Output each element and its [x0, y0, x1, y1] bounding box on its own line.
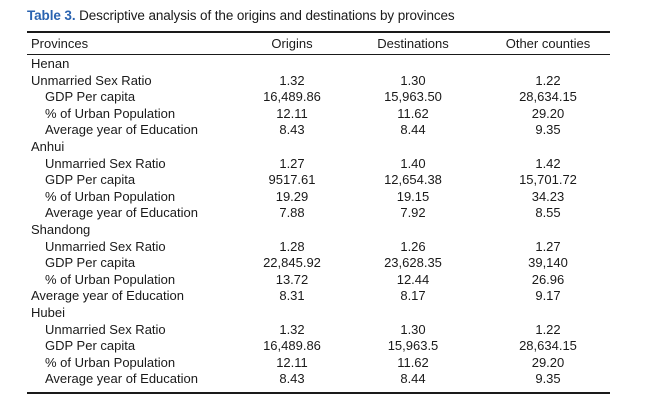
- table-row: % of Urban Population 13.72 12.44 26.96: [27, 272, 610, 289]
- cell-destinations: 8.44: [400, 371, 426, 387]
- cell-destinations: 1.30: [400, 321, 426, 337]
- table-row: Average year of Education 8.43 8.44 9.35: [27, 122, 610, 139]
- top-rule: [27, 31, 610, 33]
- table-row: % of Urban Population 12.11 11.62 29.20: [27, 106, 610, 123]
- cell-destinations: 11.62: [397, 105, 429, 121]
- cell-origins: 12.11: [276, 354, 308, 370]
- cell-other-counties: 28,634.15: [519, 89, 577, 105]
- header-other-counties: Other counties: [505, 36, 591, 51]
- cell-destinations: 19.15: [396, 188, 430, 204]
- cell-origins: 1.28: [279, 238, 305, 254]
- table-row: GDP Per capita 22,845.92 23,628.35 39,140: [27, 255, 610, 272]
- table-row: GDP Per capita 16,489.86 15,963.5 28,634.15: [27, 338, 610, 355]
- cell-origins: 16,489.86: [263, 89, 321, 105]
- bottom-rule: [27, 392, 610, 394]
- cell-origins: 1.32: [279, 72, 305, 88]
- cell-origins: 22,845.92: [263, 255, 321, 271]
- cell-other-counties: 34.23: [531, 188, 565, 204]
- row-label: Average year of Education: [45, 205, 198, 221]
- cell-destinations: 12.44: [396, 271, 430, 287]
- cell-other-counties: 29.20: [531, 105, 565, 121]
- row-label: Average year of Education: [45, 371, 198, 387]
- header-origins: Origins: [271, 36, 313, 51]
- cell-origins: 9517.61: [268, 172, 316, 188]
- table-row: Unmarried Sex Ratio 1.32 1.30 1.22: [27, 322, 610, 339]
- row-label: Hubei: [31, 305, 65, 320]
- cell-origins: 7.88: [279, 205, 305, 221]
- cell-destinations: 1.30: [400, 72, 426, 88]
- row-label: Unmarried Sex Ratio: [45, 238, 166, 254]
- row-label: % of Urban Population: [45, 188, 176, 204]
- table-row: Shandong: [27, 222, 610, 239]
- cell-origins: 1.27: [279, 155, 305, 171]
- row-label: Anhui: [31, 139, 65, 154]
- cell-other-counties: 9.35: [535, 122, 561, 138]
- table-row: GDP Per capita 9517.61 12,654.38 15,701.72: [27, 172, 610, 189]
- cell-origins: 1.32: [279, 321, 305, 337]
- table-row: Unmarried Sex Ratio 1.32 1.30 1.22: [27, 73, 610, 90]
- table-row: Unmarried Sex Ratio 1.28 1.26 1.27: [27, 239, 610, 256]
- row-label: GDP Per capita: [45, 338, 136, 354]
- row-label: Henan: [31, 56, 70, 71]
- cell-destinations: 23,628.35: [384, 255, 442, 271]
- cell-other-counties: 1.27: [535, 238, 561, 254]
- row-label: Average year of Education: [31, 288, 184, 304]
- table-row: % of Urban Population 12.11 11.62 29.20: [27, 355, 610, 372]
- cell-other-counties: 1.22: [535, 72, 561, 88]
- cell-destinations: 8.44: [400, 122, 426, 138]
- cell-other-counties: 8.55: [535, 205, 561, 221]
- row-label: Unmarried Sex Ratio: [45, 321, 166, 337]
- row-label: GDP Per capita: [45, 89, 136, 105]
- cell-destinations: 1.26: [400, 238, 426, 254]
- cell-other-counties: 26.96: [531, 271, 565, 287]
- row-label: Average year of Education: [45, 122, 198, 138]
- table-number: Table 3.: [27, 8, 76, 23]
- table-row: Henan: [27, 56, 610, 73]
- header-provinces: Provinces: [31, 36, 89, 51]
- table-header: Provinces Origins Destinations Other cou…: [27, 36, 610, 53]
- cell-other-counties: 1.42: [535, 155, 561, 171]
- table-row: GDP Per capita 16,489.86 15,963.50 28,634.1…: [27, 89, 610, 106]
- row-label: % of Urban Population: [45, 271, 176, 287]
- cell-other-counties: 39,140: [528, 255, 568, 271]
- cell-other-counties: 29.20: [531, 354, 565, 370]
- cell-destinations: 7.92: [400, 205, 426, 221]
- row-label: Shandong: [31, 222, 91, 237]
- row-label: % of Urban Population: [45, 354, 176, 370]
- cell-origins: 8.43: [279, 122, 305, 138]
- header-destinations: Destinations: [377, 36, 449, 51]
- caption-text: Descriptive analysis of the origins and …: [75, 8, 455, 23]
- cell-origins: 8.43: [279, 371, 305, 387]
- cell-other-counties: 1.22: [535, 321, 561, 337]
- row-label: Unmarried Sex Ratio: [45, 155, 166, 171]
- cell-destinations: 15,963.50: [384, 89, 442, 105]
- row-label: GDP Per capita: [45, 255, 136, 271]
- table-row: Average year of Education 8.31 8.17 9.17: [27, 288, 610, 305]
- cell-destinations: 15,963.5: [387, 338, 439, 354]
- cell-destinations: 11.62: [397, 354, 429, 370]
- table-row: Hubei: [27, 305, 610, 322]
- cell-origins: 12.11: [276, 105, 308, 121]
- cell-other-counties: 9.35: [535, 371, 561, 387]
- row-label: Unmarried Sex Ratio: [31, 72, 152, 88]
- cell-destinations: 8.17: [400, 288, 426, 304]
- table-row: Average year of Education 7.88 7.92 8.55: [27, 205, 610, 222]
- cell-destinations: 12,654.38: [384, 172, 442, 188]
- cell-destinations: 1.40: [400, 155, 426, 171]
- header-rule: [27, 54, 610, 55]
- table-row: Average year of Education 8.43 8.44 9.35: [27, 371, 610, 388]
- table-row: Unmarried Sex Ratio 1.27 1.40 1.42: [27, 156, 610, 173]
- row-label: % of Urban Population: [45, 105, 176, 121]
- cell-other-counties: 28,634.15: [519, 338, 577, 354]
- table-caption: Table 3. Descriptive analysis of the ori…: [27, 8, 455, 23]
- row-label: GDP Per capita: [45, 172, 136, 188]
- cell-origins: 13.72: [275, 271, 309, 287]
- table-row: % of Urban Population 19.29 19.15 34.23: [27, 189, 610, 206]
- cell-origins: 19.29: [275, 188, 309, 204]
- cell-origins: 8.31: [279, 288, 305, 304]
- cell-other-counties: 9.17: [535, 288, 561, 304]
- cell-origins: 16,489.86: [263, 338, 321, 354]
- cell-other-counties: 15,701.72: [519, 172, 577, 188]
- table-row: Anhui: [27, 139, 610, 156]
